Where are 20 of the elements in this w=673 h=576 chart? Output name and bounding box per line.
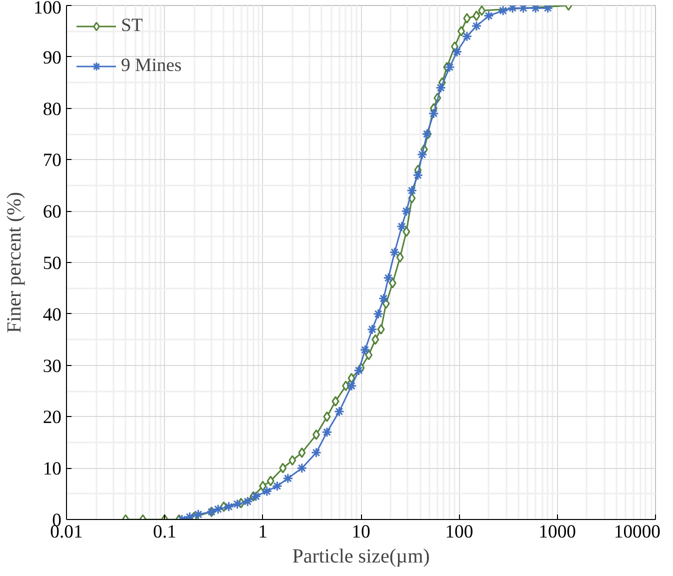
x-tick-label: 10000 <box>614 522 660 542</box>
legend-label: 9 Mines <box>121 55 182 77</box>
y-tick-label: 10 <box>42 458 62 480</box>
y-tick-label: 20 <box>42 407 62 428</box>
x-tick-label: 10 <box>352 522 370 542</box>
y-tick-label: 80 <box>42 98 62 120</box>
x-axis-title: Particle size(µm) <box>292 546 430 568</box>
y-tick-label: 100 <box>34 0 62 18</box>
x-tick-label: 100 <box>445 522 474 542</box>
x-tick-label: 0.1 <box>153 522 176 542</box>
x-tick-label: 1000 <box>538 522 576 542</box>
y-tick-label: 90 <box>42 47 62 68</box>
legend-label: ST <box>121 15 143 37</box>
y-axis-title: Finer percent (%) <box>4 192 26 334</box>
y-tick-label: 30 <box>42 356 62 377</box>
y-tick-label: 70 <box>42 150 62 172</box>
x-tick-label: 1 <box>258 522 268 542</box>
y-tick-label: 60 <box>42 202 62 223</box>
y-tick-label: 40 <box>42 304 62 326</box>
y-tick-label: 50 <box>42 253 62 274</box>
